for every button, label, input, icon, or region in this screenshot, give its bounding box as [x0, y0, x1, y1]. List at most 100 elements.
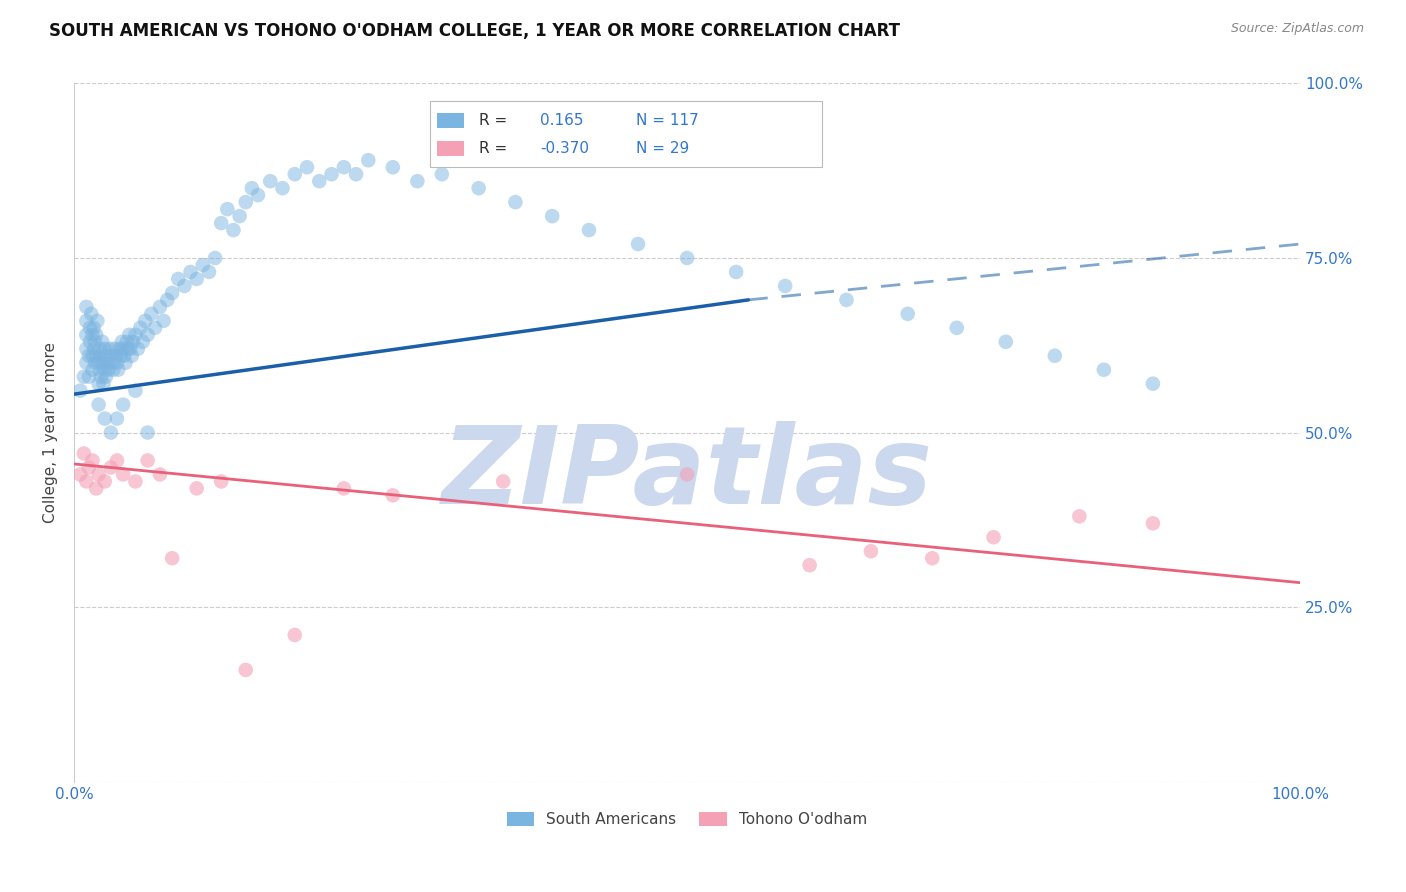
Point: [91, 356, 114, 370]
Point: [191, 258, 214, 272]
Point: [87, 356, 110, 370]
Point: [84, 356, 107, 370]
Text: R =: R =: [478, 113, 508, 128]
Point: [156, 293, 179, 307]
Point: [103, 362, 125, 376]
Point: [98, 342, 121, 356]
Point: [82, 362, 104, 376]
Bar: [437, 141, 464, 156]
Text: -0.370: -0.370: [540, 141, 589, 156]
Point: [75, 356, 97, 370]
Point: [80, 307, 103, 321]
Point: [149, 300, 172, 314]
Point: [73, 446, 96, 460]
Point: [87, 467, 110, 482]
Point: [132, 334, 155, 349]
Point: [120, 342, 142, 356]
Point: [90, 369, 112, 384]
Point: [103, 342, 125, 356]
Point: [90, 349, 112, 363]
Point: [430, 167, 453, 181]
Point: [79, 334, 101, 349]
Point: [284, 628, 307, 642]
Point: [897, 307, 920, 321]
Point: [209, 216, 232, 230]
Point: [627, 237, 650, 252]
Point: [217, 202, 239, 216]
Point: [82, 349, 104, 363]
Point: [308, 174, 330, 188]
Point: [105, 411, 128, 425]
Point: [79, 321, 101, 335]
Point: [186, 272, 208, 286]
Point: [100, 425, 122, 440]
Text: R =: R =: [478, 141, 508, 156]
Point: [93, 362, 115, 376]
Point: [97, 362, 120, 376]
Point: [73, 369, 96, 384]
Point: [121, 349, 143, 363]
Point: [921, 551, 943, 566]
Point: [1043, 349, 1066, 363]
Point: [82, 453, 104, 467]
Point: [115, 334, 138, 349]
Point: [101, 356, 124, 370]
Point: [676, 467, 699, 482]
Point: [209, 475, 232, 489]
Point: [136, 425, 159, 440]
Point: [91, 334, 114, 349]
Point: [240, 181, 263, 195]
Point: [94, 349, 117, 363]
Point: [204, 251, 226, 265]
Text: N = 117: N = 117: [636, 113, 699, 128]
Point: [676, 251, 699, 265]
Point: [124, 384, 146, 398]
Point: [143, 321, 166, 335]
Point: [110, 349, 132, 363]
Point: [111, 334, 134, 349]
Point: [124, 327, 146, 342]
Point: [77, 369, 100, 384]
Point: [82, 327, 104, 342]
Point: [799, 558, 821, 573]
Point: [1092, 362, 1115, 376]
Point: [100, 349, 122, 363]
Point: [105, 356, 128, 370]
Point: [222, 223, 245, 237]
Point: [89, 362, 111, 376]
Point: [180, 265, 202, 279]
Point: [86, 314, 108, 328]
Bar: [437, 112, 464, 128]
Point: [835, 293, 858, 307]
Point: [149, 467, 172, 482]
Point: [1069, 509, 1091, 524]
Point: [381, 160, 404, 174]
Point: [89, 342, 111, 356]
Point: [381, 488, 404, 502]
Point: [198, 265, 221, 279]
Point: [284, 167, 307, 181]
Point: [112, 467, 135, 482]
Point: [112, 349, 135, 363]
Point: [124, 475, 146, 489]
Point: [136, 327, 159, 342]
Point: [333, 160, 356, 174]
Point: [75, 342, 97, 356]
Point: [83, 342, 105, 356]
Text: N = 29: N = 29: [636, 141, 689, 156]
Point: [994, 334, 1017, 349]
Point: [84, 349, 107, 363]
Point: [259, 174, 281, 188]
Point: [108, 342, 131, 356]
Point: [235, 195, 257, 210]
Point: [87, 376, 110, 391]
Point: [77, 460, 100, 475]
Point: [492, 475, 515, 489]
Point: [75, 300, 97, 314]
Point: [271, 181, 294, 195]
Point: [1142, 376, 1164, 391]
Point: [725, 265, 748, 279]
Point: [295, 160, 318, 174]
Point: [93, 342, 115, 356]
Point: [83, 321, 105, 335]
